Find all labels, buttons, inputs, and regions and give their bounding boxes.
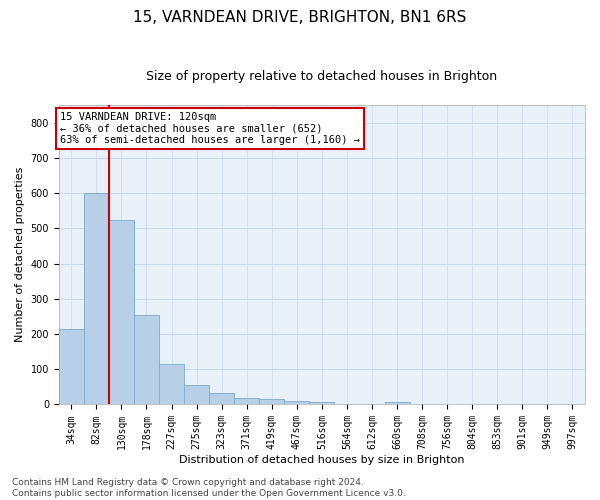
Title: Size of property relative to detached houses in Brighton: Size of property relative to detached ho… xyxy=(146,70,497,83)
Bar xyxy=(234,398,259,404)
Bar xyxy=(284,401,310,404)
Bar xyxy=(385,402,410,404)
Text: 15 VARNDEAN DRIVE: 120sqm
← 36% of detached houses are smaller (652)
63% of semi: 15 VARNDEAN DRIVE: 120sqm ← 36% of detac… xyxy=(60,112,360,145)
Bar xyxy=(184,385,209,404)
Bar xyxy=(134,314,159,404)
X-axis label: Distribution of detached houses by size in Brighton: Distribution of detached houses by size … xyxy=(179,455,464,465)
Bar xyxy=(209,393,234,404)
Bar xyxy=(59,328,84,404)
Text: 15, VARNDEAN DRIVE, BRIGHTON, BN1 6RS: 15, VARNDEAN DRIVE, BRIGHTON, BN1 6RS xyxy=(133,10,467,25)
Bar xyxy=(259,399,284,404)
Bar xyxy=(84,193,109,404)
Y-axis label: Number of detached properties: Number of detached properties xyxy=(15,167,25,342)
Text: Contains HM Land Registry data © Crown copyright and database right 2024.
Contai: Contains HM Land Registry data © Crown c… xyxy=(12,478,406,498)
Bar xyxy=(159,364,184,405)
Bar xyxy=(109,220,134,404)
Bar xyxy=(310,402,334,404)
